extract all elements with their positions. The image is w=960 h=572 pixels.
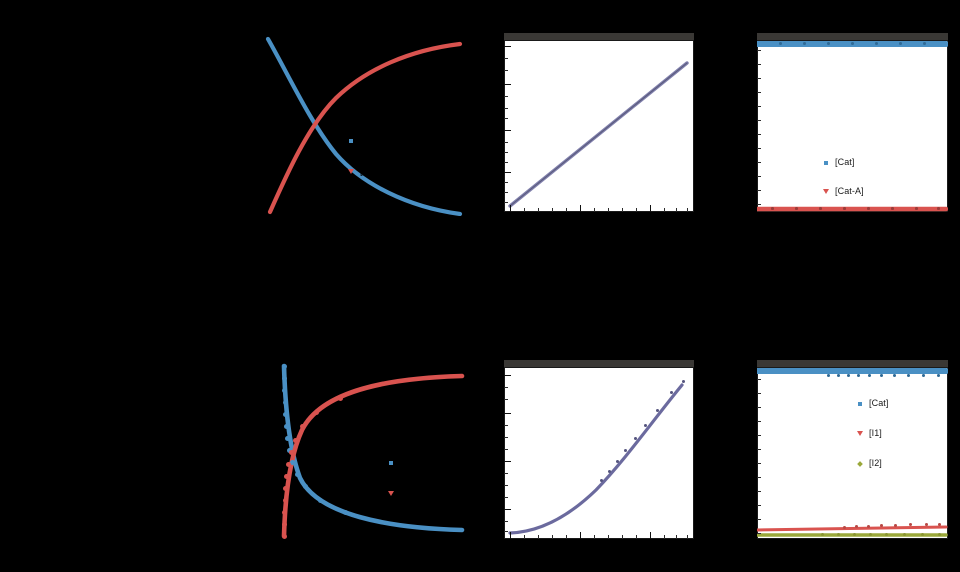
legend-item[interactable]: [Cat-A]	[346, 161, 389, 182]
parity-line-shadow	[509, 62, 688, 207]
legend-item[interactable]: [Cat]	[855, 393, 889, 414]
legend-bottom-left: [Cat] [I1]	[386, 452, 420, 504]
top-band-top-right	[757, 33, 948, 40]
legend-item[interactable]: [I1]	[855, 423, 889, 444]
axes-frame-bottom-right	[757, 367, 948, 539]
legend-item[interactable]: [Cat-A]	[821, 181, 864, 202]
legend-item[interactable]: [I2]	[855, 453, 889, 474]
triangle-down-marker-icon	[386, 491, 395, 496]
legend-top-left: [Cat] [Cat-A]	[346, 130, 389, 182]
series-cat-a-markers	[757, 40, 948, 212]
plot-area-top-right: [Cat] [Cat-A]	[757, 40, 948, 212]
top-band-top-mid	[504, 33, 694, 40]
legend-item[interactable]: [Cat]	[821, 152, 864, 173]
triangle-down-marker-icon	[855, 431, 864, 436]
legend-bottom-right: [Cat] [I1] [I2]	[855, 393, 889, 474]
plot-area-bottom-right: [Cat] [I1] [I2]	[757, 367, 948, 539]
plot-area-bottom-mid	[504, 367, 694, 539]
curves-top-mid	[508, 61, 689, 208]
legend-item[interactable]: [Cat]	[346, 130, 389, 151]
panel-bottom-mid	[504, 367, 694, 539]
legend-label: [I1]	[869, 428, 882, 438]
top-band-bottom-right	[757, 360, 948, 367]
legend-label: [Cat]	[400, 457, 420, 467]
series-cat-a-curve	[267, 41, 463, 215]
legend-label: [Cat-A]	[360, 166, 389, 176]
plot-area-bottom-left: [Cat] [I1]	[258, 360, 468, 542]
series-cat-markers-bottom-right	[757, 367, 948, 539]
legend-top-right: [Cat] [Cat-A]	[821, 152, 864, 202]
triangle-down-marker-icon	[346, 169, 355, 174]
legend-item[interactable]: [Cat]	[386, 452, 420, 473]
series-cat-curve	[265, 36, 463, 216]
square-marker-icon	[386, 460, 395, 465]
legend-label: [Cat]	[835, 157, 855, 167]
square-marker-icon	[821, 160, 830, 165]
panel-top-left: [Cat] [Cat-A]	[258, 34, 468, 216]
legend-label: [Cat]	[360, 135, 380, 145]
square-marker-icon	[855, 401, 864, 406]
diamond-marker-icon	[855, 460, 864, 467]
legend-label: [Cat]	[869, 398, 889, 408]
panel-bottom-right: [Cat] [I1] [I2]	[757, 367, 948, 539]
legend-label: [I1]	[400, 488, 413, 498]
series-i1-flat-line	[757, 525, 948, 532]
curves-bottom-mid	[508, 383, 684, 535]
legend-label: [Cat-A]	[835, 186, 864, 196]
series-i2-markers-bottom-right	[757, 367, 948, 539]
legend-label: [I2]	[869, 458, 882, 468]
rate-scatter-markers	[504, 367, 694, 539]
plot-area-top-mid	[504, 40, 694, 212]
panel-top-mid	[504, 40, 694, 212]
axes-frame-top-right	[757, 40, 948, 212]
triangle-down-marker-icon	[821, 189, 830, 194]
series-i1-markers-bottom-left	[258, 360, 468, 542]
curves-bottom-right	[757, 368, 948, 537]
square-marker-icon	[346, 138, 355, 143]
axes-frame-bottom-mid	[504, 367, 694, 539]
panel-bottom-left: [Cat] [I1]	[258, 360, 468, 542]
curves-top-left	[265, 36, 463, 216]
series-cat-markers	[757, 40, 948, 212]
rate-curve	[508, 383, 684, 535]
plot-area-top-left: [Cat] [Cat-A]	[258, 34, 468, 216]
panel-top-right: [Cat] [Cat-A]	[757, 40, 948, 212]
top-band-bottom-mid	[504, 360, 694, 367]
series-i1-markers-bottom-right	[757, 367, 948, 539]
legend-item[interactable]: [I1]	[386, 483, 420, 504]
